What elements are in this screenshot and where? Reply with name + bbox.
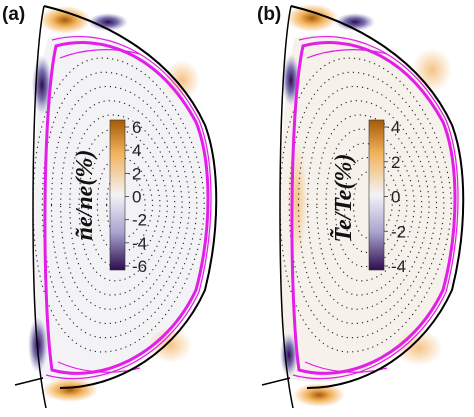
panel-a-flux-surfaces — [32, 57, 205, 353]
panel-a-top-hotspot — [39, 6, 91, 34]
panel-a-bottom-hotspot — [42, 378, 98, 402]
panel-a-colorbar — [109, 119, 126, 271]
panel-b-flux-surface — [316, 114, 423, 296]
panel-b-colorbar-title: T̃e/Te(%) — [331, 154, 357, 243]
panel-a-colorbar-title: ñe/ne(%) — [72, 150, 98, 241]
panel-b-top-coldspot — [335, 13, 375, 31]
panel-b-bottom-hotspot — [293, 383, 345, 407]
panel-b-flux-surface — [343, 157, 401, 253]
panel-a-separatrix — [43, 41, 210, 375]
panel-b-flux-surface — [325, 128, 415, 282]
panel-a-flux-surface — [96, 157, 154, 253]
panel-a-colorbar-tick-label: 6 — [132, 118, 141, 137]
panel-a-colorbar-tick-label: 0 — [132, 188, 141, 207]
panel-a-label: (a) — [2, 4, 25, 25]
panel-b-divertor-leg — [261, 377, 291, 386]
panel-b-colorbar-tick-label: -2 — [391, 222, 406, 241]
panel-a-contour-upper — [59, 49, 141, 59]
panel-a-colorbar-tick-label: 2 — [132, 164, 141, 183]
panel-b-colorbar-tick-label: -4 — [391, 257, 406, 276]
panel-a-top-coldspot — [88, 13, 128, 31]
panel-a-flux-surface — [106, 171, 146, 239]
panel-b-flux-surfaces — [279, 57, 452, 353]
panel-b-outer-boundary — [290, 5, 465, 389]
panel-a-flux-surface — [69, 114, 176, 296]
panel-a-lower-right-warmspot — [148, 327, 192, 363]
panel-a-divertor-leg — [14, 377, 44, 386]
panel-a-colorbar-tick-label: 4 — [132, 141, 141, 160]
panel-a-inner-wall — [32, 5, 47, 409]
panel-a-colorbar-tick-label: -2 — [132, 211, 147, 230]
panel-b-colorbar — [368, 119, 385, 271]
panel-a: (a) ñe/ne(%) 6 4 2 0 -2 -4 -6 — [2, 4, 218, 409]
panel-a-right-warmspot — [164, 60, 200, 100]
panel-b-colorbar-tick-label: 0 — [391, 188, 400, 207]
panel-b-flux-surface — [353, 171, 393, 239]
panel-a-colorbar-tick-label: -6 — [132, 257, 147, 276]
panel-b-inner-wall — [279, 5, 294, 409]
panel-b-inboard-warmspot — [287, 140, 307, 260]
panel-a-lower-coldspot — [28, 317, 48, 373]
panel-a-sol-contour — [45, 36, 212, 380]
panel-b-colorbar-tick-label: 2 — [391, 153, 400, 172]
panel-b-colorbar-tick-label: 4 — [391, 118, 400, 137]
panel-a-colorbar-ticks: 6 4 2 0 -2 -4 -6 — [125, 118, 147, 276]
panel-a-colorbar-tick-label: -4 — [132, 234, 147, 253]
panel-b-sol-contour — [292, 36, 459, 380]
panel-a-flux-surface — [78, 128, 168, 282]
panel-b-top-hotspot — [286, 4, 338, 32]
panel-b-label: (b) — [257, 4, 281, 25]
panel-b-separatrix — [290, 41, 457, 375]
panel-b-colorbar-ticks: 4 2 0 -2 -4 — [384, 118, 406, 276]
panel-b: (b) T̃e/Te(%) 4 2 0 -2 -4 — [257, 4, 465, 409]
panel-b-contour-upper — [306, 49, 388, 59]
panel-a-outer-boundary — [43, 5, 218, 389]
